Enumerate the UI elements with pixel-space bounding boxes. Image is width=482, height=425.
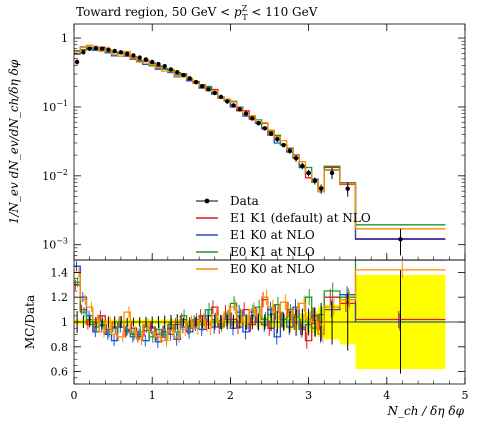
x-tick-label: 0 <box>71 389 78 402</box>
legend-entry: E1 K1 (default) at NLO <box>196 211 371 225</box>
ratio-panel <box>74 260 465 374</box>
data-point <box>256 121 261 126</box>
data-point <box>150 59 155 65</box>
data-point <box>225 99 230 104</box>
data-point <box>262 126 268 131</box>
legend-entry: E0 K1 at NLO <box>196 245 315 259</box>
data-point <box>118 50 124 55</box>
x-tick-label: 5 <box>462 389 469 402</box>
chart-title: Toward region, 50 GeV < pZ T < 110 GeV <box>76 4 318 22</box>
legend-entry: E0 K0 at NLO <box>196 262 315 276</box>
data-point <box>156 61 161 67</box>
data-point <box>131 53 136 58</box>
data-point <box>243 111 249 116</box>
ratio-y-tick-label: 1.2 <box>51 291 69 304</box>
y-tick-label: 10−2 <box>42 168 68 183</box>
ratio-y-tick-label: 1.4 <box>51 266 69 279</box>
data-point <box>124 51 130 57</box>
data-point <box>200 84 205 89</box>
data-point <box>193 79 199 85</box>
data-point <box>398 237 403 242</box>
data-point <box>106 47 111 52</box>
data-point <box>181 72 186 78</box>
data-point <box>231 103 236 108</box>
ratio-y-axis-label: MC/Data <box>23 295 37 349</box>
data-point <box>74 59 80 65</box>
x-tick-label: 4 <box>383 389 390 402</box>
data-point <box>275 137 280 142</box>
legend-entry: E1 K0 at NLO <box>196 228 315 242</box>
data-point <box>237 107 242 112</box>
series-4-main-line <box>74 44 446 230</box>
data-point <box>112 48 117 54</box>
y-axis-label: 1/N_ev dN_ev/dN_ch/δη δφ <box>7 59 21 224</box>
data-point <box>218 94 224 100</box>
data-point <box>300 163 305 168</box>
series-1-main-line <box>74 46 446 240</box>
data-point <box>206 87 211 92</box>
series-3-main-line <box>74 47 446 226</box>
data-point <box>175 69 180 75</box>
data-point <box>293 156 299 161</box>
y-tick-label: 10−3 <box>42 237 68 252</box>
data-point <box>281 142 286 148</box>
data-point <box>329 170 335 176</box>
legend-data-marker <box>204 198 210 204</box>
ratio-y-tick-label: 0.6 <box>51 366 69 379</box>
data-point <box>87 46 92 51</box>
data-point <box>81 50 86 55</box>
data-point <box>137 55 142 60</box>
legend-label: Data <box>230 194 259 208</box>
ratio-y-tick-label: 1 <box>61 316 68 329</box>
data-point <box>212 90 217 96</box>
data-point <box>268 131 274 136</box>
ratio-y-tick-label: 0.8 <box>51 341 69 354</box>
data-point <box>93 45 99 51</box>
legend-label: E0 K1 at NLO <box>230 245 315 259</box>
legend-label: E1 K1 (default) at NLO <box>230 211 371 225</box>
y-tick-label: 10−1 <box>42 99 68 114</box>
legend-label: E0 K0 at NLO <box>230 262 315 276</box>
data-point <box>318 186 324 191</box>
x-tick-label: 3 <box>305 389 312 402</box>
legend: Data E1 K1 (default) at NLO E1 K0 at NLO E0… <box>196 194 371 276</box>
data-point <box>287 148 293 154</box>
data-point <box>143 57 149 62</box>
x-axis-label: N_ch / δη δφ <box>387 404 465 418</box>
data-point <box>187 76 192 81</box>
data-point <box>312 178 318 183</box>
data-point <box>99 46 105 51</box>
x-tick-label: 2 <box>227 389 234 402</box>
legend-label: E1 K0 at NLO <box>230 228 315 242</box>
data-point <box>306 170 311 176</box>
main-panel <box>74 44 446 256</box>
data-point <box>168 67 174 72</box>
y-tick-label: 1 <box>61 32 68 45</box>
x-tick-label: 1 <box>149 389 156 402</box>
data-point <box>250 116 255 121</box>
legend-entry: Data <box>196 194 259 208</box>
data-point <box>345 186 350 191</box>
data-point <box>162 64 167 69</box>
